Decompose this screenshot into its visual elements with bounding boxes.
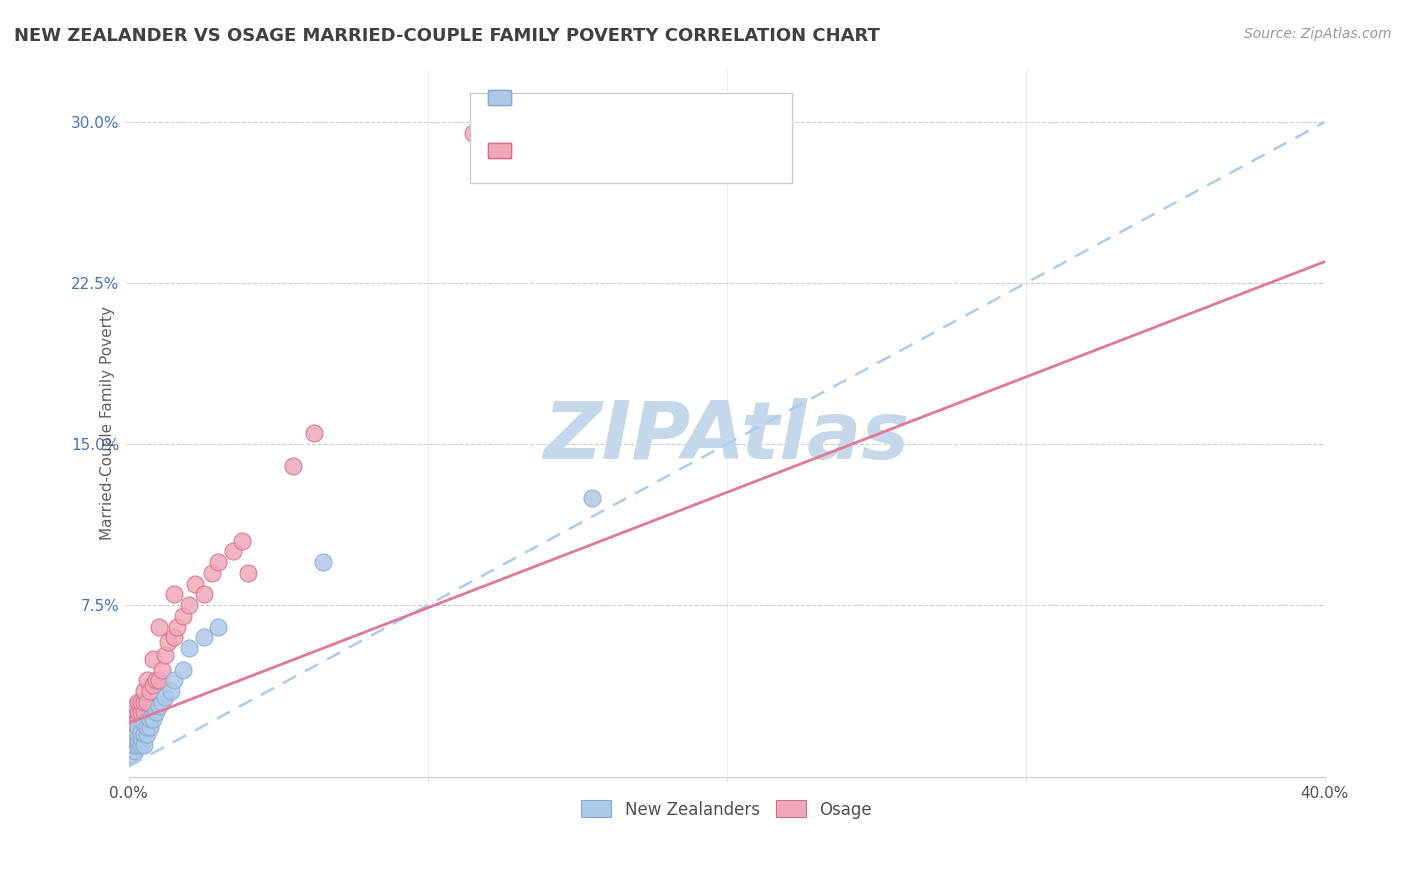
Point (121, 716, 143, 731)
FancyBboxPatch shape (470, 93, 793, 183)
Point (312, 555, 335, 569)
Point (162, 631, 184, 645)
Point (207, 555, 229, 569)
Point (145, 673, 167, 688)
Point (150, 663, 173, 677)
Point (135, 695, 157, 709)
Point (461, 126, 484, 140)
Point (302, 426, 325, 441)
Point (132, 706, 155, 720)
Point (129, 731, 152, 746)
Point (581, 491, 603, 505)
FancyBboxPatch shape (488, 143, 512, 159)
Point (132, 695, 155, 709)
Point (148, 619, 170, 633)
Point (127, 695, 149, 709)
Point (222, 544, 245, 558)
FancyBboxPatch shape (488, 90, 512, 105)
Point (142, 712, 165, 726)
Y-axis label: Married-Couple Family Poverty: Married-Couple Family Poverty (100, 306, 115, 540)
Point (193, 587, 215, 601)
Point (127, 727, 149, 741)
Point (148, 673, 170, 688)
Point (231, 533, 253, 548)
Point (283, 458, 305, 473)
Point (132, 684, 155, 698)
Point (142, 677, 165, 691)
Point (127, 733, 149, 747)
Point (135, 721, 157, 735)
Point (135, 673, 157, 688)
Point (183, 576, 205, 591)
Point (132, 738, 155, 752)
Point (166, 619, 188, 633)
Point (127, 738, 149, 752)
Point (124, 733, 146, 747)
Point (145, 706, 167, 720)
Point (193, 631, 215, 645)
Point (129, 738, 152, 752)
Point (172, 608, 194, 623)
Point (121, 738, 143, 752)
Point (150, 695, 173, 709)
Point (153, 690, 176, 705)
Point (132, 727, 155, 741)
Point (156, 634, 179, 648)
Point (138, 721, 160, 735)
Text: ZIPAtlas: ZIPAtlas (544, 398, 910, 475)
Point (129, 695, 152, 709)
Point (177, 641, 200, 656)
Point (238, 566, 260, 580)
Point (135, 727, 157, 741)
Point (159, 684, 181, 698)
FancyBboxPatch shape (488, 143, 512, 159)
Text: R = 0.368   N = 33: R = 0.368 N = 33 (516, 95, 673, 112)
Point (121, 706, 143, 720)
Point (121, 742, 143, 756)
Point (124, 699, 146, 714)
Point (153, 648, 176, 662)
Point (162, 673, 184, 688)
Text: Source: ZipAtlas.com: Source: ZipAtlas.com (1244, 27, 1392, 41)
Point (129, 706, 152, 720)
Point (142, 652, 165, 666)
Point (132, 716, 155, 731)
Point (127, 712, 149, 726)
Point (138, 684, 160, 698)
Point (162, 587, 184, 601)
Point (127, 721, 149, 735)
Point (172, 663, 194, 677)
Point (121, 748, 143, 763)
Point (177, 598, 200, 612)
Point (129, 724, 152, 739)
Point (124, 744, 146, 758)
Legend: New Zealanders, Osage: New Zealanders, Osage (575, 794, 879, 825)
Point (148, 699, 170, 714)
Point (138, 712, 160, 726)
Text: R = 0.656   N = 38: R = 0.656 N = 38 (516, 147, 673, 166)
Text: NEW ZEALANDER VS OSAGE MARRIED-COUPLE FAMILY POVERTY CORRELATION CHART: NEW ZEALANDER VS OSAGE MARRIED-COUPLE FA… (14, 27, 880, 45)
FancyBboxPatch shape (488, 90, 512, 105)
Point (201, 566, 224, 580)
Point (127, 706, 149, 720)
Point (124, 716, 146, 731)
Point (124, 738, 146, 752)
Point (207, 619, 229, 633)
